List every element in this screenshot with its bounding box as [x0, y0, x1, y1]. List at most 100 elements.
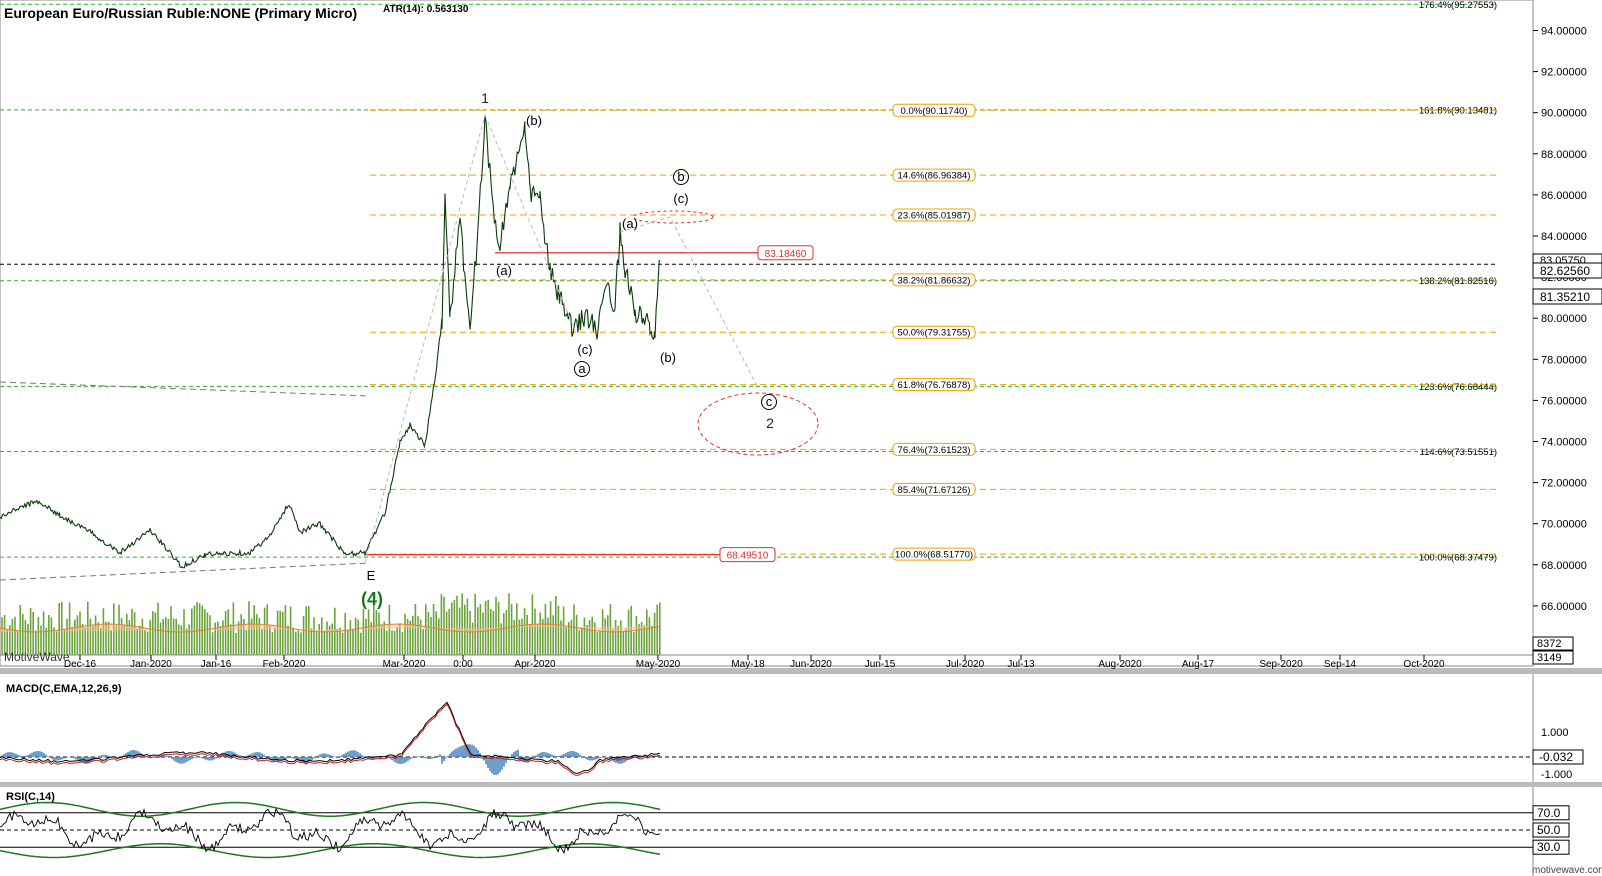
retracement-box [892, 325, 976, 339]
date-label: Dec-16 [64, 659, 97, 670]
rsi-tick-label: 50.0 [1537, 823, 1561, 837]
macd-line [0, 701, 661, 774]
price-tick-label: 78.00000 [1541, 354, 1587, 366]
price-tick-label: 86.00000 [1541, 190, 1587, 202]
price-tick-label: 90.00000 [1541, 108, 1587, 120]
volume-average [0, 623, 661, 633]
retracement-box [892, 273, 976, 287]
date-label: Sep-2020 [1259, 659, 1303, 670]
date-label: Jan-16 [201, 659, 232, 670]
site-label: motivewave.com [1532, 865, 1602, 876]
date-label: Oct-2020 [1403, 659, 1445, 670]
retracement-box [892, 168, 976, 182]
wave-label: (b) [660, 350, 676, 365]
chart-title: European Euro/Russian Ruble:NONE (Primar… [4, 5, 357, 21]
extension-label: 176.4%(95.27553) [1419, 0, 1497, 11]
date-label: Feb-2020 [263, 659, 306, 670]
panel-separator[interactable] [0, 782, 1602, 787]
trendline [0, 562, 371, 581]
macd-label: MACD(C,EMA,12,26,9) [6, 683, 122, 695]
date-label: Sep-14 [1324, 659, 1357, 670]
target-ellipse [697, 392, 819, 456]
rsi-lower-band [0, 843, 661, 859]
date-label: Jan-2020 [130, 659, 172, 670]
retracement-label: 23.6%(85.01987) [898, 211, 971, 222]
retracement-label: 100.0%(68.51770) [895, 550, 973, 561]
rsi-line [0, 807, 661, 855]
wave-projection [364, 114, 486, 564]
wave-label: (c) [673, 191, 688, 206]
retracement-box [892, 378, 976, 392]
date-label: Jun-2020 [790, 659, 832, 670]
rsi-tick-tag [1532, 805, 1570, 821]
price-tick-label: 88.00000 [1541, 149, 1587, 161]
date-label: 0:00 [453, 659, 473, 670]
price-tick-label: 84.00000 [1541, 231, 1587, 243]
target-price-tag [1532, 288, 1602, 305]
rsi-tick-label: 70.0 [1537, 806, 1561, 820]
macd-current-label: -0.032 [1539, 750, 1573, 764]
retracement-label: 14.6%(86.96384) [898, 171, 971, 182]
price-tick-label: 80.00000 [1541, 313, 1587, 325]
price-tick-label: 72.00000 [1541, 478, 1587, 490]
retracement-box [892, 103, 976, 117]
macd-signal-line [0, 703, 661, 776]
extension-label: 138.2%(81.82516) [1419, 276, 1497, 287]
wave-projection [619, 216, 759, 389]
extension-label: 123.6%(76.68444) [1419, 382, 1497, 393]
panel-separator[interactable] [0, 668, 1602, 674]
wave-label: 2 [766, 415, 774, 431]
date-label: May-18 [731, 659, 765, 670]
extension-label: 161.8%(90.13481) [1419, 105, 1497, 116]
price-box-label: 83.18460 [765, 249, 807, 260]
target-ellipse [632, 210, 714, 224]
rsi-label: RSI(C,14) [6, 791, 55, 803]
date-label: Apr-2020 [514, 659, 556, 670]
rsi-upper-band [0, 801, 661, 817]
retracement-label: 61.8%(76.76878) [898, 380, 971, 391]
current-price-tag [1532, 262, 1602, 279]
retracement-label: 85.4%(71.67126) [898, 485, 971, 496]
wave-circle [574, 361, 590, 377]
atr-label: ATR(14): 0.563130 [383, 4, 469, 15]
wave-projection [484, 114, 576, 331]
wave-label: c [766, 394, 773, 409]
date-label: Aug-17 [1182, 659, 1215, 670]
date-label: Jun-15 [865, 659, 896, 670]
wave-label: (a) [622, 216, 638, 231]
wave-label: (4) [361, 589, 383, 609]
date-label: May-2020 [636, 659, 681, 670]
volume-tag-label: 3149 [1537, 652, 1561, 664]
price-box [719, 547, 776, 563]
price-tick-label: 94.00000 [1541, 26, 1587, 38]
retracement-label: 50.0%(79.31755) [898, 328, 971, 339]
price-tick-label: 70.00000 [1541, 519, 1587, 531]
rsi-tick-tag [1532, 822, 1570, 838]
wave-label: (c) [577, 342, 592, 357]
target-price-label: 81.35210 [1540, 290, 1590, 304]
volume-tag [1532, 636, 1574, 651]
macd-tick: 1.000 [1541, 727, 1569, 739]
wave-circle [761, 394, 777, 410]
wave-label: E [367, 568, 376, 583]
wave-label: (b) [526, 113, 542, 128]
date-label: Aug-2020 [1098, 659, 1142, 670]
macd-current-tag [1532, 749, 1584, 765]
retracement-box [892, 547, 976, 561]
current-price-label: 82.62560 [1540, 264, 1590, 278]
date-label: Jul-2020 [946, 659, 985, 670]
wave-label: b [677, 169, 684, 184]
retracement-label: 76.4%(73.61523) [898, 445, 971, 456]
price-box-label: 68.49510 [727, 551, 769, 562]
volume-tag [1532, 650, 1574, 665]
macd-tick: -1.000 [1541, 769, 1572, 781]
price-box [757, 245, 814, 261]
date-label: Mar-2020 [383, 659, 426, 670]
wave-label: a [578, 361, 586, 376]
price-tick-label: 66.00000 [1541, 601, 1587, 613]
retracement-box [892, 208, 976, 222]
extension-label: 100.0%(68.37479) [1419, 553, 1497, 564]
wave-label: (a) [496, 263, 512, 278]
price-series-line [0, 114, 660, 569]
